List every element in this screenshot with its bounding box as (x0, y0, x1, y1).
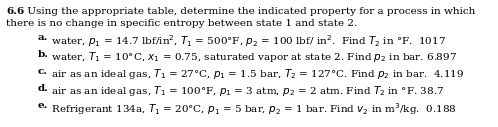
Text: b.: b. (38, 50, 49, 59)
Text: there is no change in specific entropy between state 1 and state 2.: there is no change in specific entropy b… (6, 19, 357, 28)
Text: Using the appropriate table, determine the indicated property for a process in w: Using the appropriate table, determine t… (24, 7, 476, 16)
Text: Refrigerant 134a, $T_1$ = 20°C, $p_1$ = 5 bar, $p_2$ = 1 bar. Find $v_2$ in m$^3: Refrigerant 134a, $T_1$ = 20°C, $p_1$ = … (48, 101, 457, 117)
Text: d.: d. (38, 84, 49, 93)
Text: water, $p_1$ = 14.7 lbf/in$^2$, $T_1$ = 500°F, $p_2$ = 100 lbf/ in$^2$.  Find $T: water, $p_1$ = 14.7 lbf/in$^2$, $T_1$ = … (48, 33, 446, 49)
Text: e.: e. (38, 101, 48, 110)
Text: c.: c. (38, 67, 48, 76)
Text: water, $T_1$ = 10°C, $x_1$ = 0.75, saturated vapor at state 2. Find $p_2$ in bar: water, $T_1$ = 10°C, $x_1$ = 0.75, satur… (48, 50, 457, 64)
Text: 6.6: 6.6 (6, 7, 24, 16)
Text: a.: a. (38, 33, 48, 42)
Text: air as an ideal gas, $T_1$ = 100°F, $p_1$ = 3 atm, $p_2$ = 2 atm. Find $T_2$ in : air as an ideal gas, $T_1$ = 100°F, $p_1… (48, 84, 444, 98)
Text: air as an ideal gas, $T_1$ = 27°C, $p_1$ = 1.5 bar, $T_2$ = 127°C. Find $p_2$ in: air as an ideal gas, $T_1$ = 27°C, $p_1$… (48, 67, 464, 81)
